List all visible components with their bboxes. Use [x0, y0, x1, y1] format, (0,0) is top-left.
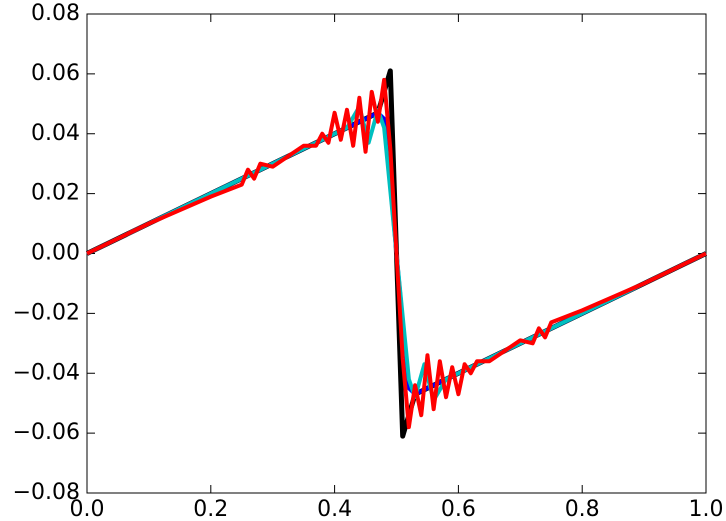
y-tick-label: 0.02: [31, 181, 80, 206]
y-tick-label: 0.08: [31, 1, 80, 26]
x-tick-label: 0.4: [317, 497, 352, 521]
y-tick-label: −0.08: [13, 480, 80, 505]
x-tick-label: 0.2: [193, 497, 228, 521]
y-tick-label: 0.04: [31, 121, 80, 146]
y-tick-label: −0.02: [13, 300, 80, 325]
y-tick-label: 0.06: [31, 61, 80, 86]
x-tick-label: 0.8: [565, 497, 600, 521]
y-tick-label: 0.00: [31, 241, 80, 266]
data-line: [86, 77, 707, 430]
x-tick-label: 1.0: [689, 497, 724, 521]
y-tick-label: −0.06: [13, 420, 80, 445]
x-tick-label: 0.0: [70, 497, 105, 521]
x-tick-label: 0.6: [441, 497, 476, 521]
y-tick-label: −0.04: [13, 360, 80, 385]
